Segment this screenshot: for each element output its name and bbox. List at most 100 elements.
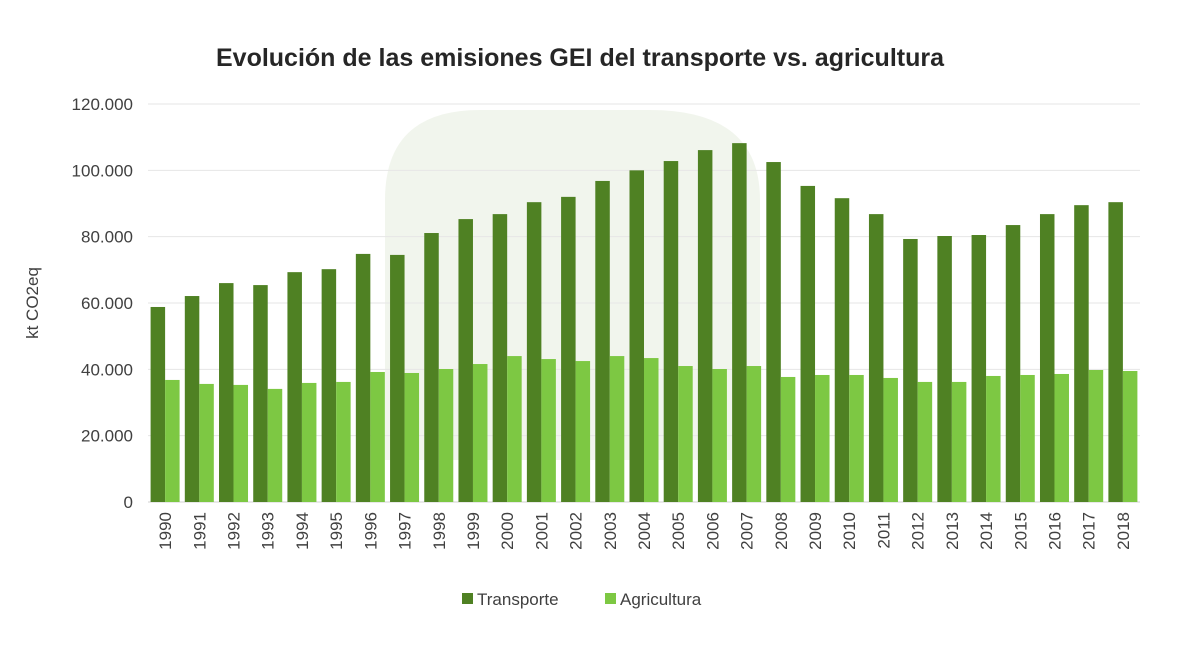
bar-transporte-2010 (834, 198, 850, 502)
x-tick-label: 2017 (1080, 512, 1099, 550)
x-tick-label: 2000 (498, 512, 517, 550)
bar-agricultura-2017 (1088, 369, 1104, 502)
x-tick-label: 1990 (156, 512, 175, 550)
x-tick-label: 2018 (1114, 512, 1133, 550)
bar-transporte-2001 (526, 202, 542, 502)
bar-agricultura-2006 (712, 369, 727, 502)
bar-transporte-2006 (697, 150, 713, 502)
x-tick-label: 1998 (430, 512, 449, 550)
legend-label-agricultura: Agricultura (620, 590, 702, 609)
bar-transporte-1998 (424, 233, 439, 503)
y-tick-label: 40.000 (81, 360, 133, 379)
bar-agricultura-1994 (301, 382, 317, 502)
x-tick-label: 2008 (772, 512, 791, 550)
x-tick-label: 2012 (909, 512, 928, 550)
bar-agricultura-1991 (199, 383, 214, 502)
bar-agricultura-2008 (780, 376, 796, 502)
y-tick-label: 100.000 (72, 161, 133, 180)
bar-transporte-2002 (561, 196, 576, 502)
x-tick-label: 1992 (225, 512, 244, 550)
bar-transporte-1996 (355, 253, 371, 502)
bar-transporte-2009 (800, 185, 816, 502)
legend-label-transporte: Transporte (477, 590, 559, 609)
x-tick-label: 2009 (806, 512, 825, 550)
x-tick-label: 2004 (635, 512, 654, 550)
bar-agricultura-1990 (165, 379, 180, 502)
x-tick-label: 1999 (464, 512, 483, 550)
bar-transporte-2007 (732, 143, 747, 503)
bar-transporte-1997 (390, 254, 405, 502)
bar-agricultura-2005 (678, 366, 693, 502)
x-tick-label: 2015 (1011, 512, 1030, 550)
bar-agricultura-2009 (815, 374, 830, 502)
bar-agricultura-1997 (404, 372, 420, 502)
bar-agricultura-2014 (986, 375, 1001, 502)
x-tick-label: 2002 (567, 512, 586, 550)
bar-transporte-2000 (492, 214, 508, 502)
bar-agricultura-2004 (644, 358, 659, 502)
bar-agricultura-2001 (541, 359, 556, 502)
bar-transporte-2011 (868, 214, 884, 502)
bar-agricultura-2000 (507, 356, 522, 502)
x-tick-label: 1997 (396, 512, 415, 550)
bar-transporte-1995 (321, 269, 337, 502)
bar-transporte-2018 (1108, 202, 1123, 502)
y-axis-label: kt CO2eq (23, 267, 42, 339)
bar-agricultura-1995 (336, 381, 351, 502)
bar-agricultura-2016 (1054, 373, 1069, 502)
bar-agricultura-2007 (746, 366, 762, 502)
bar-agricultura-1999 (472, 364, 488, 502)
bar-agricultura-2015 (1020, 374, 1035, 502)
bar-transporte-1991 (184, 296, 200, 502)
bar-transporte-1992 (219, 283, 234, 502)
x-tick-label: 2014 (977, 512, 996, 550)
legend-swatch-agricultura (605, 593, 616, 604)
bar-transporte-1990 (150, 306, 166, 502)
y-tick-label: 120.000 (72, 95, 133, 114)
bar-transporte-2012 (903, 238, 918, 502)
y-tick-label: 20.000 (81, 427, 133, 446)
x-tick-label: 2011 (874, 512, 893, 549)
bar-transporte-1994 (287, 272, 302, 502)
bar-transporte-2003 (595, 180, 610, 503)
x-tick-label: 2003 (601, 512, 620, 550)
x-tick-label: 1996 (361, 512, 380, 550)
chart-title: Evolución de las emisiones GEI del trans… (215, 44, 944, 72)
bar-agricultura-1993 (267, 388, 283, 502)
bar-transporte-2004 (629, 170, 644, 503)
x-tick-label: 2001 (532, 512, 551, 550)
x-tick-label: 1995 (327, 512, 346, 550)
bar-transporte-2008 (766, 162, 781, 502)
bar-transporte-2005 (663, 161, 679, 502)
y-tick-label: 0 (124, 493, 133, 512)
x-tick-label: 1994 (293, 512, 312, 550)
y-tick-label: 60.000 (81, 294, 133, 313)
y-tick-label: 80.000 (81, 228, 133, 247)
bar-transporte-2016 (1039, 214, 1055, 502)
bar-transporte-1999 (458, 219, 473, 503)
legend-swatch-transporte (462, 593, 473, 604)
bar-agricultura-2010 (849, 374, 864, 502)
bar-transporte-1993 (253, 285, 268, 502)
bar-agricultura-2002 (575, 361, 591, 502)
bar-agricultura-1992 (233, 384, 249, 502)
x-tick-label: 2007 (738, 512, 757, 550)
x-tick-label: 2006 (703, 512, 722, 550)
x-tick-label: 2016 (1045, 512, 1064, 550)
x-tick-label: 1993 (259, 512, 278, 550)
bar-agricultura-2012 (917, 381, 933, 502)
x-tick-label: 2013 (943, 512, 962, 550)
bar-transporte-2013 (937, 236, 952, 502)
bar-agricultura-1996 (370, 371, 385, 502)
bar-transporte-2017 (1074, 205, 1089, 503)
bar-agricultura-2003 (609, 356, 625, 502)
x-tick-label: 2010 (840, 512, 859, 550)
bar-transporte-2015 (1005, 225, 1021, 502)
bar-agricultura-2011 (883, 377, 898, 502)
legend: Transporte Agricultura (462, 590, 702, 609)
x-tick-label: 2005 (669, 512, 688, 550)
bar-transporte-2014 (971, 235, 987, 502)
x-tick-label: 1991 (190, 512, 209, 550)
bar-agricultura-2018 (1122, 370, 1138, 502)
